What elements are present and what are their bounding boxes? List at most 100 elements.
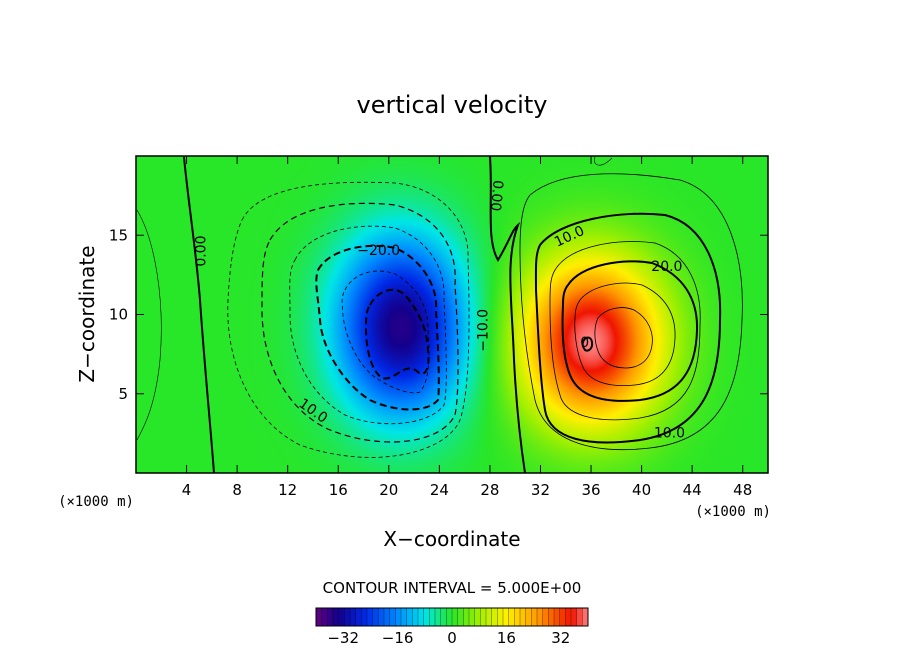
colorbar-swatch	[446, 608, 453, 626]
contour-neg-20	[315, 244, 440, 411]
contour-label: 0.00	[487, 179, 506, 211]
x-tick-label: 16	[329, 481, 348, 499]
y-tick-label: 5	[118, 385, 128, 403]
colorbar-swatch	[463, 608, 470, 626]
colorbar-swatch	[520, 608, 526, 626]
colorbar-swatch	[367, 608, 373, 626]
colorbar-swatch	[401, 608, 407, 626]
y-axis-label: Z−coordinate	[75, 245, 99, 382]
colorbar-swatch	[440, 608, 447, 626]
colorbar-swatch	[559, 608, 566, 626]
x-tick-label: 20	[379, 481, 398, 499]
colorbar-swatch	[344, 608, 351, 626]
contour-pos-15	[549, 241, 701, 421]
contour-pos-35	[581, 336, 594, 352]
colorbar-swatch	[457, 608, 464, 626]
contour-neg-10	[261, 202, 459, 443]
colorbar-ticks: −32 −16 0 16 32	[327, 629, 570, 647]
colorbar-swatch	[372, 608, 379, 626]
contour-interval-label: CONTOUR INTERVAL = 5.000E+00	[323, 579, 582, 597]
colorbar-swatch	[525, 608, 532, 626]
colorbar-swatch	[474, 608, 481, 626]
contour-lines	[136, 156, 743, 473]
x-tick-label: 24	[430, 481, 449, 499]
colorbar-tick-label: 32	[551, 629, 570, 647]
colorbar-swatch	[384, 608, 390, 626]
colorbar-swatch	[503, 608, 509, 626]
x-axis-ticks: 4 8 12 16 20 24 28 32 36 40 44 48	[182, 156, 752, 499]
x-tick-label: 12	[278, 481, 297, 499]
y-tick-label: 15	[109, 226, 128, 244]
colorbar-swatch	[508, 608, 515, 626]
colorbar-swatch	[338, 608, 345, 626]
contour-neg-30	[364, 288, 430, 380]
contour-label: 0.00	[194, 236, 210, 267]
colorbar-swatch	[469, 608, 475, 626]
contour-neg-25	[341, 270, 430, 394]
contour-weak-left	[136, 209, 162, 441]
y-axis-ticks: 5 10 15	[109, 226, 768, 403]
colorbar-swatch	[412, 608, 419, 626]
x-axis-label: X−coordinate	[383, 527, 520, 551]
colorbar-frame	[315, 607, 589, 627]
colorbar-swatch	[423, 608, 430, 626]
chart-title: vertical velocity	[357, 91, 548, 119]
colorbar-swatch	[389, 608, 396, 626]
colorbar-swatch	[435, 608, 441, 626]
colorbar-swatch	[582, 608, 589, 626]
x-tick-label: 36	[581, 481, 600, 499]
contour-neg-15	[289, 225, 447, 425]
colorbar-swatch	[565, 608, 572, 626]
colorbar-swatch	[350, 608, 356, 626]
colorbar-swatch	[537, 608, 543, 626]
colorbar-swatch	[542, 608, 549, 626]
contour-label: −20.0	[357, 243, 400, 259]
contour-label: −10.0	[476, 309, 492, 352]
colorbar-tick-label: 0	[447, 629, 457, 647]
colorbar	[315, 607, 589, 627]
colorbar-swatch	[491, 608, 498, 626]
colorbar-swatch	[497, 608, 504, 626]
colorbar-swatch	[406, 608, 413, 626]
colorbar-swatch	[327, 608, 334, 626]
zero-contour-center	[489, 156, 526, 473]
colorbar-tick-label: −16	[382, 629, 414, 647]
colorbar-swatch	[333, 608, 339, 626]
colorbar-swatch	[418, 608, 424, 626]
plot-area: 0.000.00−20.0−10.010.010.020.010.00	[135, 155, 769, 474]
contour-pos-10	[534, 212, 722, 444]
contour-pos-20	[561, 260, 699, 402]
colorbar-swatch	[531, 608, 538, 626]
colorbar-swatch	[361, 608, 368, 626]
contour-pos-30	[594, 307, 653, 369]
colorbar-swatch	[514, 608, 521, 626]
x-tick-label: 40	[632, 481, 651, 499]
x-unit-right: (×1000 m)	[695, 504, 771, 520]
colorbar-swatch	[571, 608, 577, 626]
colorbar-swatch	[395, 608, 402, 626]
x-unit-left: (×1000 m)	[58, 494, 134, 510]
contour-weak-top	[594, 156, 613, 166]
contour-pos-25	[574, 282, 676, 386]
zero-contour-left	[183, 156, 215, 473]
x-tick-label: 44	[683, 481, 702, 499]
colorbar-swatch	[378, 608, 385, 626]
contour-label: 20.0	[651, 259, 682, 275]
colorbar-swatch	[554, 608, 560, 626]
x-tick-label: 32	[531, 481, 550, 499]
y-tick-label: 10	[109, 306, 128, 324]
x-tick-label: 28	[480, 481, 499, 499]
colorbar-swatch	[355, 608, 362, 626]
colorbar-swatch	[486, 608, 492, 626]
contour-pos-5	[519, 173, 743, 451]
colorbar-swatch	[480, 608, 487, 626]
colorbar-swatch	[316, 608, 322, 626]
colorbar-swatch	[452, 608, 458, 626]
contour-label: 0	[580, 335, 589, 351]
colorbar-swatch	[321, 608, 328, 626]
x-tick-label: 8	[232, 481, 242, 499]
colorbar-tick-label: 16	[497, 629, 516, 647]
contour-label: 10.0	[654, 425, 685, 441]
colorbar-swatch	[548, 608, 555, 626]
